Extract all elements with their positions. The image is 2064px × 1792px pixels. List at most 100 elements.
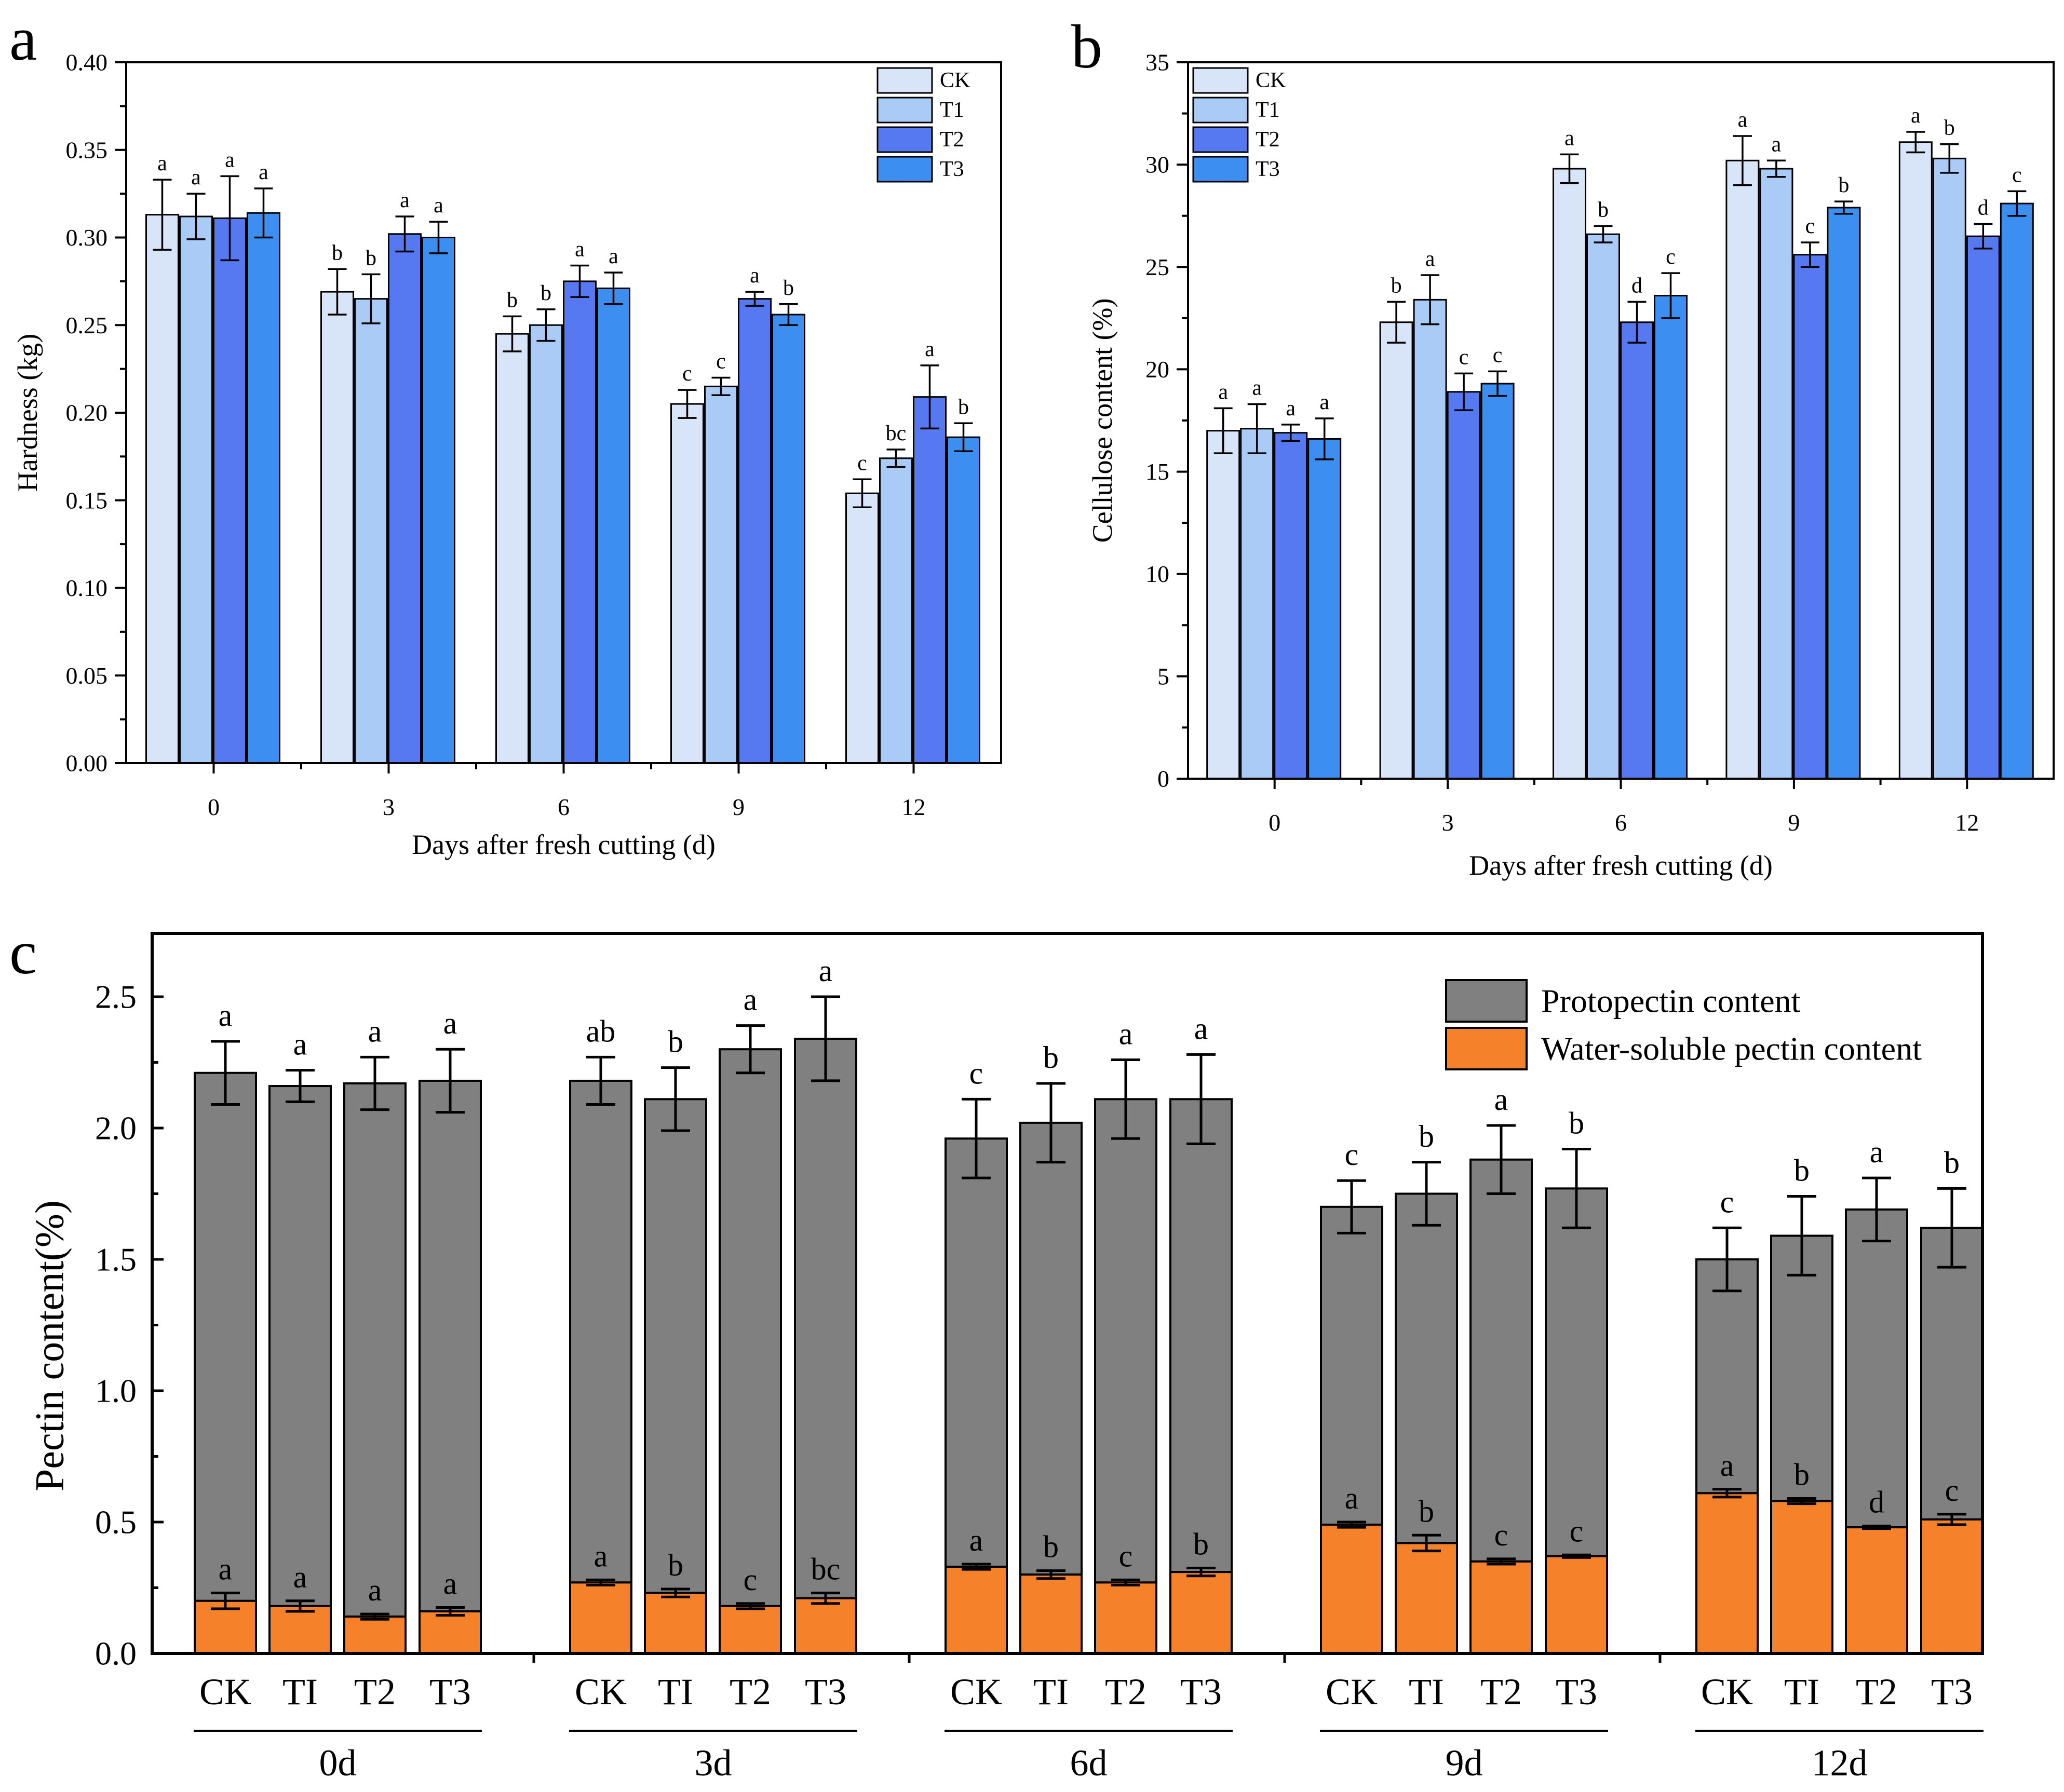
significance-letter: a (1870, 1135, 1884, 1169)
x-tick-label: T3 (429, 1671, 471, 1713)
significance-letter: b (668, 1548, 683, 1582)
bar-0d-CK-protopectin (194, 1071, 257, 1602)
bar-CK-day-9 (670, 403, 704, 764)
bar-T2-day-3 (1447, 391, 1481, 780)
bar-0d-TI-water-soluble (268, 1605, 332, 1654)
significance-letter: a (1425, 247, 1435, 271)
bar-T3-day-0 (247, 212, 280, 764)
significance-letter: b (1598, 198, 1609, 222)
x-tick-label: TI (658, 1671, 693, 1713)
y-tick-label: 35 (1145, 49, 1169, 76)
x-tick-label: T3 (1556, 1671, 1597, 1713)
y-tick-label: 0.40 (66, 49, 108, 76)
y-axis-title: Hardness (kg) (12, 334, 43, 492)
legend-label: CK (1256, 69, 1286, 92)
y-tick-label: 2.0 (95, 1110, 137, 1147)
bar-T2-day-0 (1274, 432, 1308, 780)
y-tick-label: 0.20 (66, 400, 108, 426)
legend-swatch-T3 (1192, 156, 1249, 183)
significance-letter: a (259, 160, 268, 184)
significance-letter: a (609, 245, 618, 268)
x-tick-label: 6 (558, 794, 570, 820)
x-tick-label: 0 (208, 794, 220, 820)
y-tick-label: 0.10 (66, 575, 108, 601)
bar-9d-T2-protopectin (1469, 1158, 1533, 1563)
significance-letter: bc (886, 422, 907, 445)
significance-letter: b (541, 281, 551, 305)
x-tick-label: 12 (1955, 809, 1979, 836)
significance-letter: a (1494, 1082, 1508, 1117)
bar-12d-T3-water-soluble (1920, 1518, 1984, 1654)
legend-label: T1 (1256, 98, 1280, 122)
group-label: 9d (1446, 1742, 1483, 1784)
significance-letter: b (668, 1025, 683, 1059)
significance-letter: a (443, 1006, 457, 1040)
bar-CK-day-6 (1553, 168, 1586, 780)
x-tick-label: T2 (1480, 1671, 1522, 1713)
bar-0d-T2-water-soluble (343, 1615, 407, 1654)
y-axis-title: Pectin content(%) (27, 1200, 72, 1491)
bar-6d-TI-protopectin (1019, 1121, 1083, 1576)
significance-letter: a (434, 194, 443, 218)
legend-swatch-T2 (1192, 126, 1249, 153)
legend-label: T1 (940, 98, 964, 122)
y-tick-label: 2.5 (95, 979, 137, 1015)
significance-letter: c (969, 1056, 983, 1090)
legend-swatch (1445, 979, 1528, 1023)
significance-letter: c (1494, 1518, 1508, 1552)
significance-letter: a (1720, 1448, 1734, 1483)
bar-T2-day-9 (1793, 254, 1827, 780)
group-label: 12d (1812, 1742, 1868, 1784)
bar-6d-T3-water-soluble (1169, 1571, 1233, 1654)
y-tick-label: 0.00 (66, 750, 108, 777)
significance-letter: a (368, 1573, 382, 1607)
significance-letter: a (1252, 376, 1262, 400)
bar-12d-TI-water-soluble (1770, 1500, 1833, 1655)
x-tick-label: T2 (730, 1671, 771, 1713)
significance-letter: a (1119, 1016, 1133, 1051)
significance-letter: a (744, 983, 758, 1017)
significance-letter: c (1945, 1473, 1959, 1508)
significance-letter: b (1419, 1119, 1434, 1153)
bar-12d-T2-protopectin (1845, 1208, 1908, 1529)
panel-label: c (9, 918, 37, 987)
x-tick-label: T2 (354, 1671, 396, 1713)
legend-swatch-T3 (876, 156, 933, 183)
significance-letter: b (1043, 1530, 1059, 1564)
bar-0d-T2-protopectin (343, 1082, 407, 1618)
significance-letter: b (1043, 1040, 1059, 1075)
significance-letter: c (1805, 214, 1815, 238)
x-tick-label: TI (1784, 1671, 1819, 1713)
significance-letter: a (293, 1027, 307, 1062)
y-tick-label: 0 (1157, 766, 1169, 792)
x-tick-label: T3 (1180, 1671, 1222, 1713)
y-tick-label: 15 (1145, 458, 1169, 485)
bar-6d-T2-water-soluble (1094, 1581, 1157, 1654)
bar-T3-day-6 (1654, 294, 1688, 780)
significance-letter: a (157, 152, 167, 175)
significance-letter: a (368, 1014, 382, 1048)
significance-letter: a (219, 1552, 233, 1586)
significance-letter: a (1772, 132, 1782, 156)
legend-label: T2 (940, 128, 964, 152)
x-tick-label: T3 (1931, 1671, 1973, 1713)
bar-T3-day-9 (772, 314, 805, 764)
bar-3d-T3-protopectin (794, 1037, 857, 1599)
bar-CK-day-6 (495, 333, 529, 764)
x-tick-label: CK (575, 1671, 627, 1713)
bar-T1-day-6 (529, 324, 563, 764)
bar-9d-TI-water-soluble (1395, 1542, 1458, 1654)
x-tick-label: T2 (1856, 1671, 1897, 1713)
bar-T3-day-9 (1827, 207, 1861, 780)
significance-letter: b (1419, 1494, 1434, 1528)
x-tick-label: 0 (1269, 809, 1280, 836)
y-tick-label: 20 (1145, 356, 1169, 383)
bar-12d-T2-water-soluble (1845, 1526, 1908, 1655)
legend-label: T2 (1256, 128, 1280, 152)
bar-12d-CK-water-soluble (1695, 1492, 1759, 1655)
bar-T1-day-12 (1932, 157, 1966, 780)
bar-T2-day-12 (1966, 235, 2000, 780)
significance-letter: a (575, 238, 585, 262)
significance-letter: c (716, 350, 726, 374)
